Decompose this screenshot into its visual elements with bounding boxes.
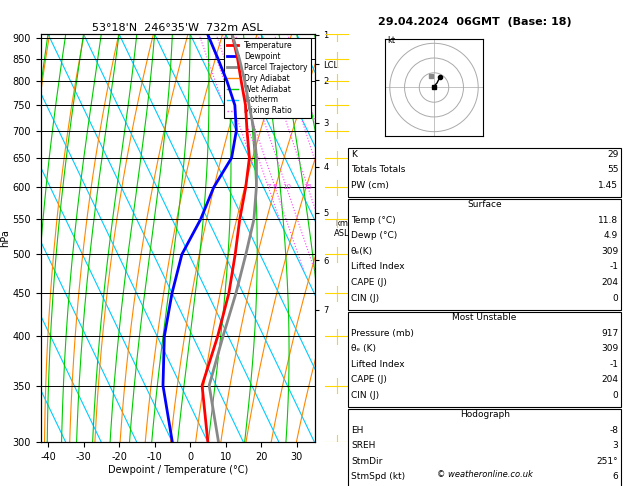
Text: 4.9: 4.9	[604, 231, 618, 241]
Title: 53°18'N  246°35'W  732m ASL: 53°18'N 246°35'W 732m ASL	[92, 23, 263, 33]
Text: CAPE (J): CAPE (J)	[351, 375, 387, 384]
Text: 10: 10	[282, 184, 291, 190]
Text: PW (cm): PW (cm)	[351, 181, 389, 190]
Text: 15: 15	[303, 184, 312, 190]
Text: CAPE (J): CAPE (J)	[351, 278, 387, 287]
Text: 204: 204	[601, 278, 618, 287]
Text: θₑ (K): θₑ (K)	[351, 344, 376, 353]
Y-axis label: km
ASL: km ASL	[333, 219, 349, 238]
Text: 3: 3	[613, 441, 618, 451]
Text: 0: 0	[613, 391, 618, 400]
Text: CIN (J): CIN (J)	[351, 294, 379, 303]
Text: θₑ(K): θₑ(K)	[351, 247, 373, 256]
Y-axis label: hPa: hPa	[0, 229, 10, 247]
Text: 204: 204	[601, 375, 618, 384]
X-axis label: Dewpoint / Temperature (°C): Dewpoint / Temperature (°C)	[108, 465, 248, 475]
Text: Lifted Index: Lifted Index	[351, 360, 404, 369]
Text: StmDir: StmDir	[351, 457, 382, 466]
Text: 29.04.2024  06GMT  (Base: 18): 29.04.2024 06GMT (Base: 18)	[378, 17, 572, 27]
Text: StmSpd (kt): StmSpd (kt)	[351, 472, 405, 482]
Text: 6: 6	[613, 472, 618, 482]
Text: 29: 29	[607, 150, 618, 159]
Text: 55: 55	[607, 165, 618, 174]
Text: © weatheronline.co.uk: © weatheronline.co.uk	[437, 469, 533, 479]
Text: 1.45: 1.45	[598, 181, 618, 190]
Text: 8: 8	[273, 184, 277, 190]
Text: 309: 309	[601, 344, 618, 353]
Text: 251°: 251°	[597, 457, 618, 466]
Legend: Temperature, Dewpoint, Parcel Trajectory, Dry Adiabat, Wet Adiabat, Isotherm, Mi: Temperature, Dewpoint, Parcel Trajectory…	[223, 38, 311, 119]
Text: kt: kt	[387, 36, 395, 45]
Text: Most Unstable: Most Unstable	[452, 313, 517, 322]
Text: Hodograph: Hodograph	[460, 410, 509, 419]
Text: 917: 917	[601, 329, 618, 338]
Text: SREH: SREH	[351, 441, 376, 451]
Text: Temp (°C): Temp (°C)	[351, 216, 396, 225]
Text: 11.8: 11.8	[598, 216, 618, 225]
Text: -8: -8	[610, 426, 618, 435]
Text: Lifted Index: Lifted Index	[351, 262, 404, 272]
Text: K: K	[351, 150, 357, 159]
Text: Pressure (mb): Pressure (mb)	[351, 329, 414, 338]
Text: EH: EH	[351, 426, 364, 435]
Text: Dewp (°C): Dewp (°C)	[351, 231, 398, 241]
Text: Surface: Surface	[467, 200, 502, 209]
Text: -1: -1	[610, 262, 618, 272]
Text: 0: 0	[613, 294, 618, 303]
Text: 309: 309	[601, 247, 618, 256]
Text: CIN (J): CIN (J)	[351, 391, 379, 400]
Text: 7: 7	[266, 184, 270, 190]
Text: Totals Totals: Totals Totals	[351, 165, 405, 174]
Text: -1: -1	[610, 360, 618, 369]
